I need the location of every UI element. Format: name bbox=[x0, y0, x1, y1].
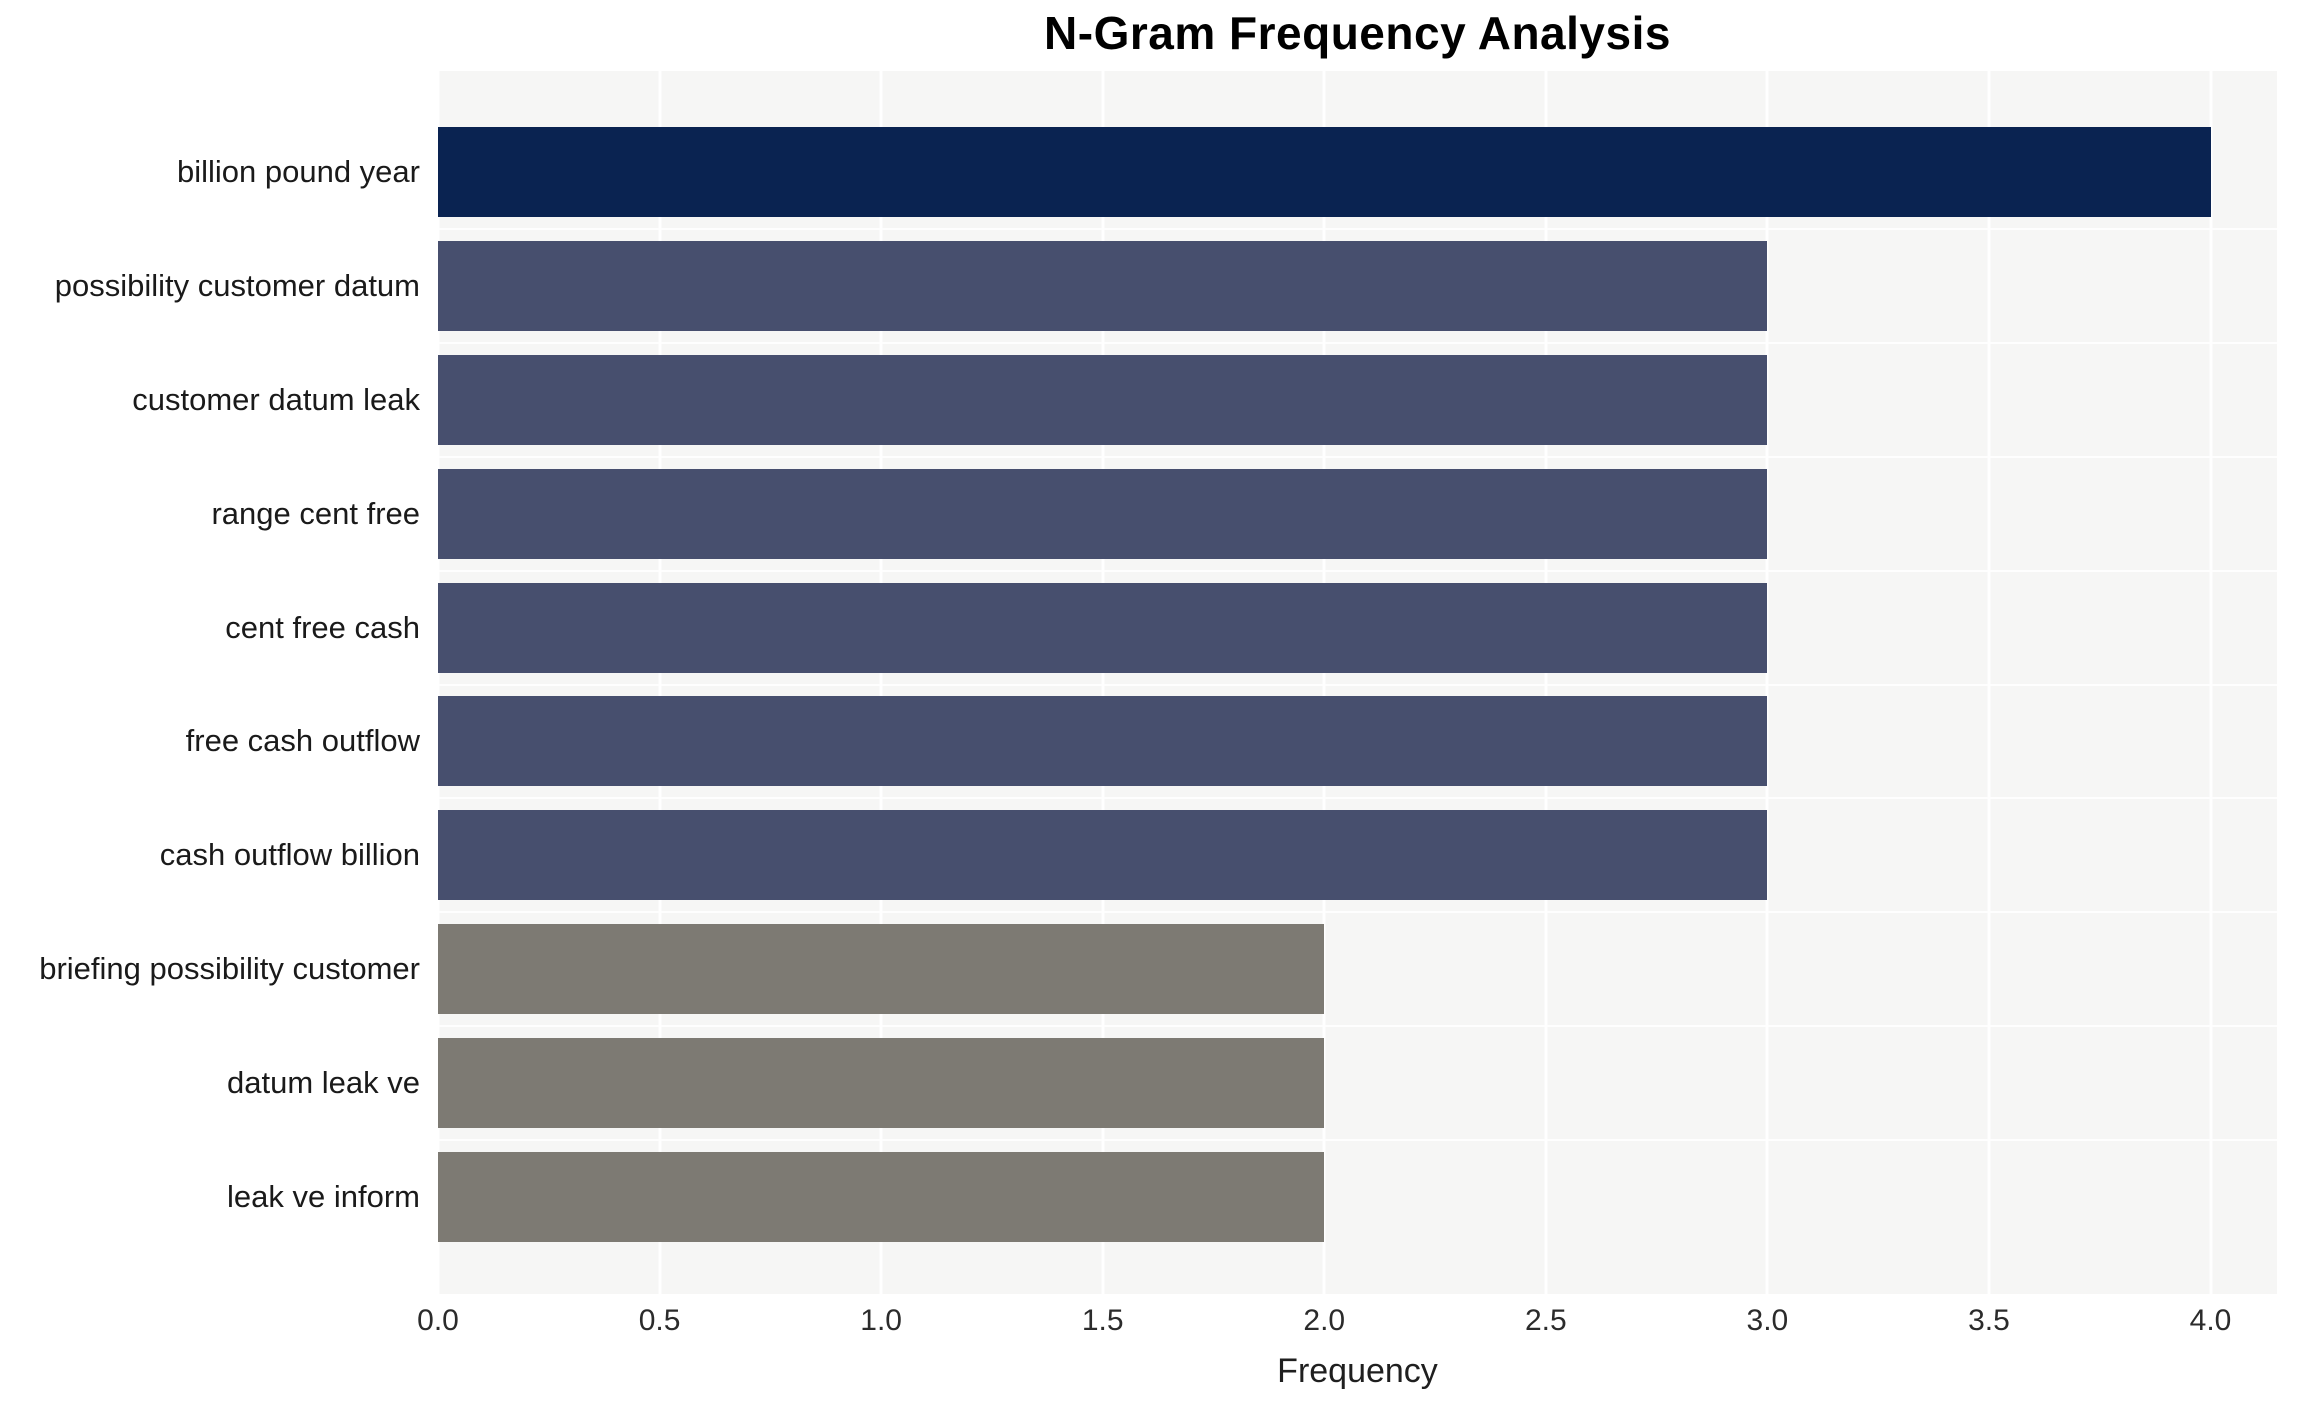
bar-range-cent-free bbox=[438, 468, 1768, 559]
y-tick-label: free cash outflow bbox=[185, 723, 420, 759]
gridline bbox=[879, 71, 883, 1294]
bar-row bbox=[438, 1140, 2277, 1254]
bar-datum-leak-ve bbox=[438, 1038, 1325, 1129]
y-tick-label: briefing possibility customer bbox=[39, 951, 420, 987]
gridline bbox=[658, 71, 662, 1294]
gridlines bbox=[436, 71, 2277, 1294]
bar-row bbox=[438, 798, 2277, 914]
bar-row bbox=[438, 115, 2277, 230]
bar-customer-datum-leak bbox=[438, 354, 1768, 445]
gridline bbox=[436, 71, 440, 1294]
bar-cash-outflow-billion bbox=[438, 810, 1768, 901]
bar-leak-ve-inform bbox=[438, 1152, 1325, 1243]
y-tick-label: cent free cash bbox=[225, 609, 420, 645]
x-axis-title: Frequency bbox=[1277, 1352, 1438, 1390]
gridline bbox=[1987, 71, 1991, 1294]
x-tick-label: 2.5 bbox=[1524, 1304, 1567, 1337]
gridline bbox=[1322, 71, 1326, 1294]
x-tick-label: 0.5 bbox=[638, 1304, 681, 1337]
bars bbox=[438, 115, 2277, 1254]
x-tick-label: 1.5 bbox=[1081, 1304, 1124, 1337]
x-tick-label: 4.0 bbox=[2189, 1304, 2232, 1337]
y-tick-label: cash outflow billion bbox=[159, 837, 420, 873]
bar-row bbox=[438, 571, 2277, 686]
x-axis-ticks: 0.0 0.5 1.0 1.5 2.0 2.5 3.0 3.5 4.0 bbox=[417, 1304, 2277, 1346]
y-tick-label: datum leak ve bbox=[227, 1065, 420, 1101]
y-tick-label: billion pound year bbox=[176, 153, 420, 189]
x-tick-label: 1.0 bbox=[860, 1304, 902, 1337]
x-tick-label: 3.5 bbox=[1968, 1304, 2010, 1337]
y-labels: billion pound year possibility customer d… bbox=[0, 115, 438, 1254]
bar-cent-free-cash bbox=[438, 582, 1768, 673]
bar-row bbox=[438, 912, 2277, 1028]
bar-row bbox=[438, 1026, 2277, 1142]
bar-free-cash-outflow bbox=[438, 696, 1768, 787]
y-tick-label: possibility customer datum bbox=[54, 267, 420, 303]
gridline bbox=[1765, 71, 1769, 1294]
bar-row bbox=[438, 229, 2277, 344]
bar-billion-pound-year bbox=[438, 126, 2211, 217]
bar-row bbox=[438, 685, 2277, 800]
gridline bbox=[1101, 71, 1105, 1294]
bar-row bbox=[438, 343, 2277, 458]
bar-possibility-customer-datum bbox=[438, 240, 1768, 331]
y-tick-label: customer datum leak bbox=[132, 381, 420, 417]
x-tick-label: 2.0 bbox=[1303, 1304, 1346, 1337]
x-tick-label: 0.0 bbox=[417, 1304, 459, 1337]
y-tick-label: leak ve inform bbox=[227, 1179, 420, 1215]
bar-row bbox=[438, 457, 2277, 572]
y-tick-label: range cent free bbox=[211, 495, 420, 531]
gridline bbox=[2209, 71, 2213, 1294]
plot-area bbox=[436, 71, 2277, 1294]
chart-title: N-Gram Frequency Analysis bbox=[1044, 7, 1671, 59]
gridline bbox=[1544, 71, 1548, 1294]
x-tick-label: 3.0 bbox=[1746, 1304, 1789, 1337]
bar-briefing-possibility-customer bbox=[438, 924, 1325, 1015]
